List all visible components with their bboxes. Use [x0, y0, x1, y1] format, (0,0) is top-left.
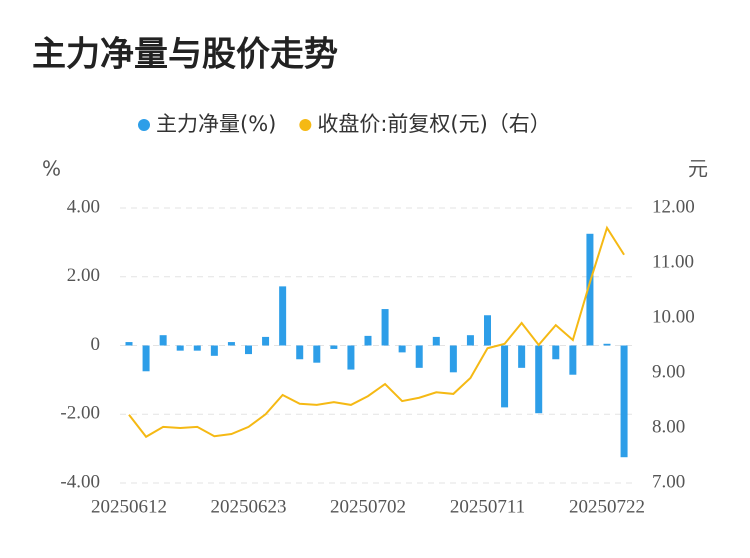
x-tick-label: 20250612 [91, 496, 167, 517]
x-tick-label: 20250623 [211, 496, 287, 517]
y2-tick-label: 12.00 [652, 196, 695, 217]
bar [313, 345, 321, 363]
price-line [128, 225, 625, 439]
bar [415, 345, 423, 368]
bar [569, 345, 577, 375]
bar [210, 345, 218, 356]
legend-label: 主力净量(%) [156, 112, 276, 136]
bar [125, 342, 133, 346]
y-tick-label: -2.00 [60, 403, 100, 424]
bar [449, 345, 457, 373]
bar [193, 345, 201, 351]
bar [484, 315, 491, 346]
bar [466, 335, 474, 346]
bar [381, 309, 389, 346]
bar [279, 286, 287, 346]
y-tick-label: 4.00 [67, 196, 100, 217]
y-tick-label: 2.00 [67, 265, 100, 286]
bar [227, 342, 235, 346]
legend-marker [138, 119, 150, 131]
y-tick-label: -4.00 [60, 471, 100, 492]
bar [245, 345, 252, 355]
bar [330, 345, 338, 349]
bar [518, 345, 526, 368]
y2-tick-label: 9.00 [652, 361, 685, 382]
bar [364, 335, 372, 346]
bar [501, 345, 509, 408]
bar [142, 345, 150, 372]
bar [398, 345, 406, 353]
bar [176, 345, 184, 351]
x-tick-label: 20250711 [450, 496, 525, 517]
y2-tick-label: 10.00 [652, 306, 695, 327]
bar [552, 345, 560, 360]
x-tick-label: 20250722 [569, 496, 645, 517]
x-tick-label: 20250702 [330, 496, 406, 517]
y2-tick-label: 8.00 [652, 416, 685, 437]
y-axis-label: % [42, 157, 61, 181]
bar [620, 345, 628, 458]
bar [159, 335, 167, 346]
legend-marker [299, 119, 312, 131]
bar [586, 233, 594, 346]
bar [535, 345, 543, 414]
chart-title: 主力净量与股价走势 [32, 35, 338, 75]
y2-axis-label: 元 [688, 157, 708, 181]
y-tick-label: 0 [91, 334, 101, 355]
y2-tick-label: 11.00 [652, 251, 694, 272]
y2-tick-label: 7.00 [652, 471, 685, 492]
bar [432, 336, 440, 346]
bar [347, 345, 355, 370]
bar [296, 345, 304, 360]
legend-label: 收盘价:前复权(元)（右） [317, 112, 550, 136]
bar [262, 336, 270, 346]
bar [603, 343, 611, 346]
